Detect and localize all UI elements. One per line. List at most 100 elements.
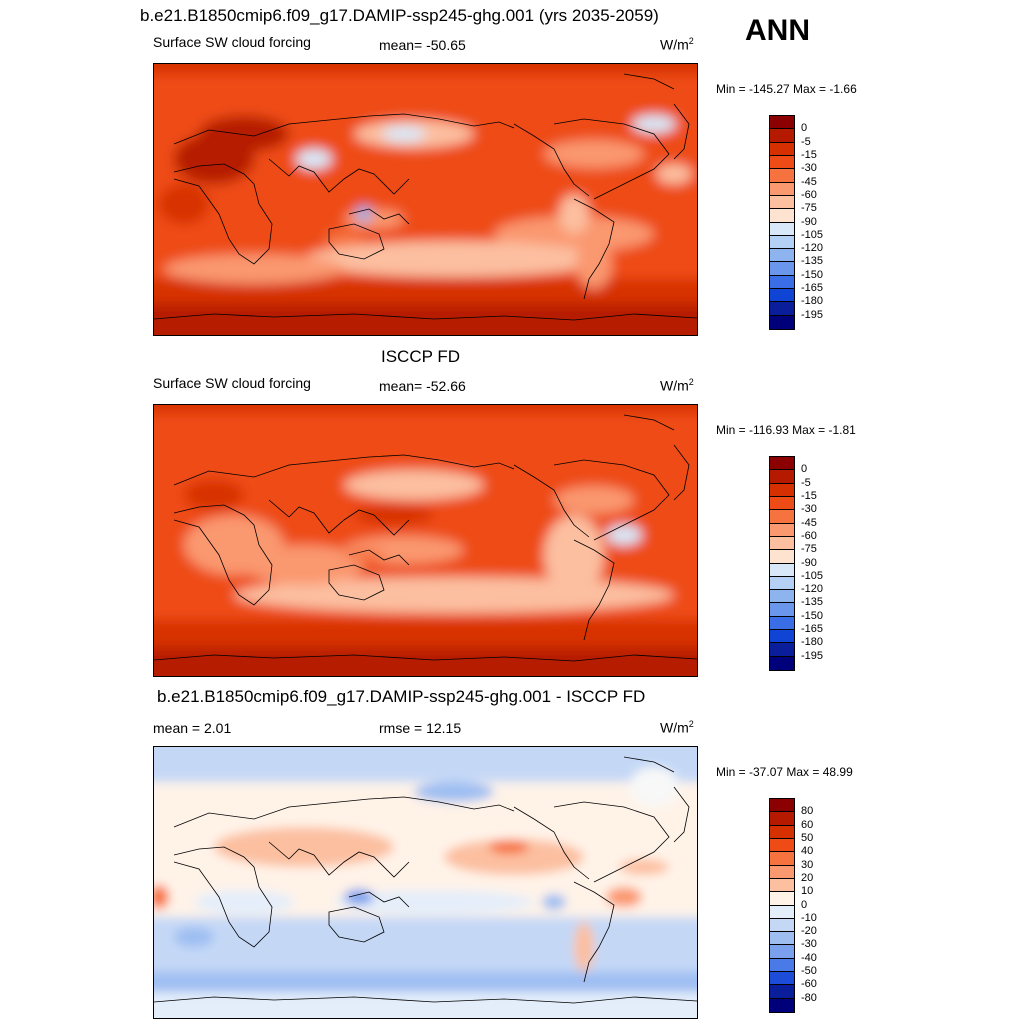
colorbar-tick-label: -45 (801, 516, 817, 529)
colorbar-tick-label: 10 (801, 885, 814, 898)
colorbar-swatch (770, 262, 794, 276)
panel3-rmse-label: rmse = 12.15 (379, 720, 462, 736)
colorbar-swatch (770, 523, 794, 537)
season-label: ANN (745, 14, 810, 47)
colorbar-swatch (770, 209, 794, 223)
colorbar-tick-label: 60 (801, 818, 814, 831)
colorbar-swatch (770, 563, 794, 577)
colorbar-swatch (770, 616, 794, 631)
colorbar-tick-label: -5 (801, 476, 811, 489)
colorbar-tick-label: -105 (801, 228, 824, 241)
colorbar-tick-label: 30 (801, 858, 814, 871)
colorbar-swatch (770, 470, 794, 484)
colorbar-swatch (770, 932, 794, 946)
colorbar-swatch (770, 892, 794, 906)
colorbar-swatch (770, 302, 794, 316)
colorbar-swatch (770, 998, 794, 1012)
colorbar-swatch (770, 945, 794, 959)
colorbar-tick-label: -75 (801, 202, 817, 215)
colorbar-swatch (770, 315, 794, 329)
colorbar-tick-label: -45 (801, 175, 817, 188)
colorbar-swatch (770, 918, 794, 933)
colorbar-tick-label: -105 (801, 569, 824, 582)
colorbar-tick-label: -20 (801, 925, 817, 938)
panel2-units: W/m2 (660, 377, 694, 394)
panel3-mean-label: mean = 2.01 (153, 720, 232, 736)
colorbar-tick-label: 0 (801, 463, 808, 476)
colorbar-swatch (770, 249, 794, 263)
panel3-map (153, 746, 698, 1019)
panel2-colorbar (769, 456, 795, 671)
colorbar-swatch (770, 457, 794, 471)
panel2-field-label: Surface SW cloud forcing (153, 375, 311, 391)
panel1-minmax: Min = -145.27 Max = -1.66 (716, 82, 857, 96)
colorbar-swatch (770, 603, 794, 617)
colorbar-swatch (770, 812, 794, 826)
colorbar-swatch (770, 483, 794, 497)
colorbar-tick-label: -135 (801, 596, 824, 609)
colorbar-swatch (770, 116, 794, 130)
colorbar-tick-label: -40 (801, 951, 817, 964)
colorbar-tick-label: -80 (801, 991, 817, 1004)
colorbar-swatch (770, 656, 794, 670)
colorbar-tick-label: -150 (801, 268, 824, 281)
colorbar-tick-label: 20 (801, 871, 814, 884)
panel1-title: b.e21.B1850cmip6.f09_g17.DAMIP-ssp245-gh… (140, 6, 659, 25)
colorbar-swatch (770, 825, 794, 839)
colorbar-tick-label: -120 (801, 583, 824, 596)
colorbar-tick-label: -150 (801, 609, 824, 622)
colorbar-tick-label: -30 (801, 938, 817, 951)
colorbar-tick-label: -15 (801, 489, 817, 502)
colorbar-swatch (770, 155, 794, 170)
colorbar-tick-label: -135 (801, 255, 824, 268)
colorbar-swatch (770, 129, 794, 143)
colorbar-tick-label: 0 (801, 898, 808, 911)
panel2-title: ISCCP FD (381, 347, 461, 366)
colorbar-tick-label: 80 (801, 805, 814, 818)
colorbar-swatch (770, 878, 794, 893)
panel1-map (153, 63, 698, 336)
panel3-colorbar (769, 798, 795, 1013)
colorbar-tick-label: -120 (801, 242, 824, 255)
colorbar-tick-label: -75 (801, 543, 817, 556)
colorbar-tick-label: -180 (801, 636, 824, 649)
colorbar-swatch (770, 195, 794, 210)
colorbar-swatch (770, 985, 794, 999)
colorbar-tick-label: -90 (801, 215, 817, 228)
colorbar-swatch (770, 972, 794, 986)
colorbar-tick-label: -165 (801, 623, 824, 636)
colorbar-swatch (770, 510, 794, 524)
colorbar-swatch (770, 630, 794, 644)
colorbar-tick-label: -90 (801, 556, 817, 569)
colorbar-swatch (770, 496, 794, 511)
colorbar-swatch (770, 799, 794, 813)
panel1-field-label: Surface SW cloud forcing (153, 34, 311, 50)
colorbar-tick-label: -60 (801, 978, 817, 991)
colorbar-swatch (770, 235, 794, 250)
colorbar-swatch (770, 169, 794, 183)
panel3-minmax: Min = -37.07 Max = 48.99 (716, 765, 853, 779)
colorbar-tick-label: -30 (801, 162, 817, 175)
colorbar-tick-label: 0 (801, 122, 808, 135)
colorbar-tick-label: -30 (801, 503, 817, 516)
colorbar-tick-label: -195 (801, 308, 824, 321)
colorbar-swatch (770, 958, 794, 973)
colorbar-swatch (770, 275, 794, 290)
panel1-units: W/m2 (660, 36, 694, 53)
colorbar-tick-label: -10 (801, 911, 817, 924)
colorbar-swatch (770, 905, 794, 919)
colorbar-tick-label: -15 (801, 148, 817, 161)
colorbar-swatch (770, 576, 794, 591)
colorbar-tick-label: -165 (801, 282, 824, 295)
colorbar-tick-label: -60 (801, 529, 817, 542)
panel3-title: b.e21.B1850cmip6.f09_g17.DAMIP-ssp245-gh… (157, 687, 646, 706)
colorbar-swatch (770, 838, 794, 853)
panel2-minmax: Min = -116.93 Max = -1.81 (716, 423, 856, 437)
colorbar-tick-label: -5 (801, 135, 811, 148)
colorbar-swatch (770, 643, 794, 657)
colorbar-swatch (770, 289, 794, 303)
colorbar-swatch (770, 142, 794, 156)
panel3-units: W/m2 (660, 719, 694, 736)
colorbar-swatch (770, 590, 794, 604)
panel1-colorbar (769, 115, 795, 330)
